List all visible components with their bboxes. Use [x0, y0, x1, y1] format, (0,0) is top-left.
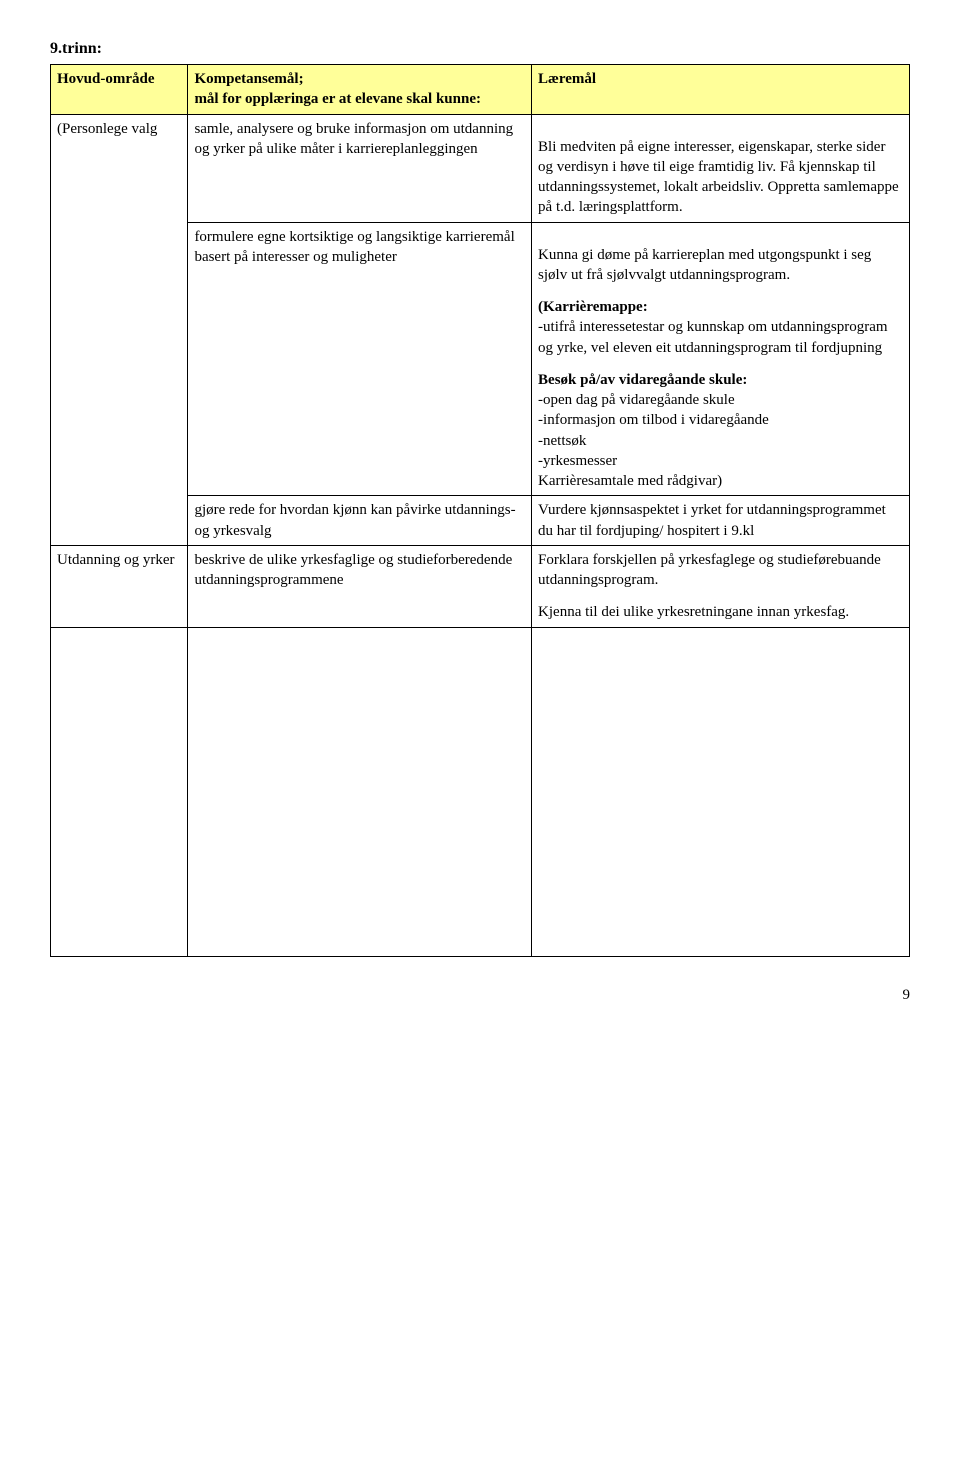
goal-2-p2-label: (Karrièremappe:	[538, 299, 648, 315]
table-header-row: Hovud-område Kompetansemål; mål for oppl…	[51, 65, 910, 115]
page-number: 9	[50, 987, 910, 1004]
cell-competence-4: beskrive de ulike yrkesfaglige og studie…	[188, 545, 532, 627]
table-row: Utdanning og yrker beskrive de ulike yrk…	[51, 545, 910, 627]
goal-1-text: Bli medviten på eigne interesser, eigens…	[538, 137, 903, 218]
cell-goal-1: Bli medviten på eigne interesser, eigens…	[532, 114, 910, 222]
goal-2-p1: Kunna gi døme på karriereplan med utgong…	[538, 245, 903, 286]
spacer-cell	[532, 627, 910, 956]
cell-goal-4: Forklara forskjellen på yrkesfaglege og …	[532, 545, 910, 627]
goal-2-p2: (Karrièremappe: -utifrå interessetestar …	[538, 297, 903, 358]
goal-2-p3-label: Besøk på/av vidaregåande skule:	[538, 372, 747, 388]
cell-competence-1: samle, analysere og bruke informasjon om…	[188, 114, 532, 222]
goal-4-p1: Forklara forskjellen på yrkesfaglege og …	[538, 550, 903, 591]
cell-competence-2: formulere egne kortsiktige og langsiktig…	[188, 222, 532, 496]
goal-2-p3-lines: -open dag på vidaregåande skule -informa…	[538, 392, 769, 489]
cell-area-utdanning: Utdanning og yrker	[51, 545, 188, 627]
header-col2-line1: Kompetansemål;	[194, 71, 303, 87]
header-col2-line2: mål for opplæringa er at elevane skal ku…	[194, 91, 481, 107]
cell-competence-3: gjøre rede for hvordan kjønn kan påvirke…	[188, 496, 532, 546]
goal-2-p2-text: -utifrå interessetestar og kunnskap om u…	[538, 319, 888, 355]
header-col3: Læremål	[532, 65, 910, 115]
spacer-cell	[51, 627, 188, 956]
header-col2: Kompetansemål; mål for opplæringa er at …	[188, 65, 532, 115]
goal-4-p2: Kjenna til dei ulike yrkesretningane inn…	[538, 602, 903, 622]
table-spacer-row	[51, 627, 910, 956]
cell-area-personlege: (Personlege valg	[51, 114, 188, 545]
cell-goal-2: Kunna gi døme på karriereplan med utgong…	[532, 222, 910, 496]
document-title: 9.trinn:	[50, 40, 910, 58]
spacer-cell	[188, 627, 532, 956]
curriculum-table: Hovud-område Kompetansemål; mål for oppl…	[50, 64, 910, 957]
cell-goal-3: Vurdere kjønnsaspektet i yrket for utdan…	[532, 496, 910, 546]
header-col1: Hovud-område	[51, 65, 188, 115]
goal-2-p3: Besøk på/av vidaregåande skule: -open da…	[538, 370, 903, 492]
table-row: (Personlege valg samle, analysere og bru…	[51, 114, 910, 222]
